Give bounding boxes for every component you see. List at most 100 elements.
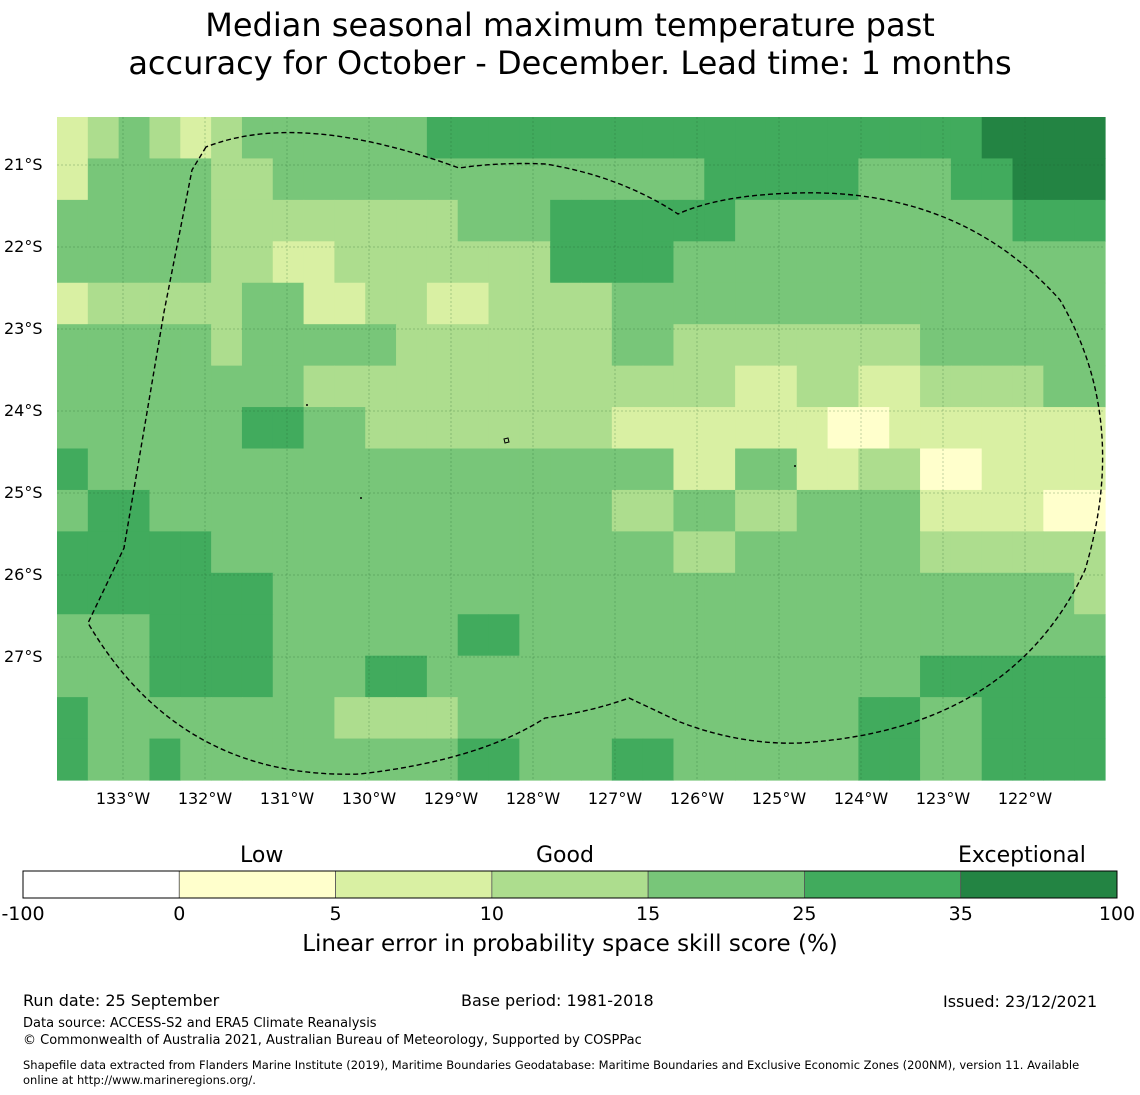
grid-cell — [550, 531, 582, 574]
grid-cell — [1074, 365, 1106, 408]
grid-cell — [858, 117, 890, 160]
grid-cell — [426, 324, 459, 367]
skill-grid — [57, 117, 1106, 781]
grid-cell — [1074, 697, 1106, 740]
grid-cell — [149, 531, 181, 574]
grid-cell — [1043, 282, 1075, 325]
grid-cell — [981, 448, 1014, 491]
grid-cell — [303, 324, 336, 367]
grid-cell — [673, 697, 705, 740]
grid-cell — [858, 738, 890, 781]
grid-cell — [87, 614, 120, 657]
grid-cell — [118, 531, 151, 574]
grid-cell — [981, 158, 1014, 201]
grid-cell — [1074, 614, 1106, 657]
grid-cell — [1074, 282, 1106, 325]
grid-cell — [396, 324, 428, 367]
grid-cell — [57, 572, 89, 615]
grid-cell — [1043, 241, 1075, 284]
grid-cell — [149, 448, 181, 491]
grid-cell — [735, 697, 767, 740]
grid-cell — [272, 655, 305, 698]
grid-cell — [642, 489, 675, 532]
grid-cell — [704, 241, 736, 284]
grid-cell — [488, 365, 520, 408]
grid-cell — [889, 199, 921, 242]
grid-cell — [272, 282, 305, 325]
colorbar-segment — [178, 870, 336, 899]
grid-cell — [272, 365, 305, 408]
grid-cell — [457, 241, 490, 284]
colorbar — [22, 870, 1118, 899]
grid-cell — [858, 324, 890, 367]
grid-cell — [642, 655, 675, 698]
grid-cell — [272, 117, 305, 160]
grid-cell — [303, 199, 336, 242]
grid-cell — [488, 324, 520, 367]
grid-cell — [426, 655, 459, 698]
grid-cell — [611, 572, 644, 615]
grid-cell — [488, 448, 520, 491]
grid-cell — [673, 158, 705, 201]
grid-cell — [1043, 158, 1075, 201]
grid-cell — [673, 572, 705, 615]
grid-cell — [211, 738, 243, 781]
grid-cell — [149, 158, 181, 201]
grid-cell — [149, 697, 181, 740]
grid-cell — [211, 448, 243, 491]
grid-cell — [950, 241, 983, 284]
grid-cell — [180, 448, 212, 491]
grid-cell — [673, 448, 705, 491]
grid-cell — [87, 531, 120, 574]
grid-cell — [426, 489, 459, 532]
grid-cell — [149, 489, 181, 532]
grid-cell — [426, 241, 459, 284]
grid-cell — [1012, 117, 1044, 160]
grid-cell — [365, 489, 397, 532]
lat-label: 26°S — [4, 565, 43, 584]
grid-cell — [1012, 158, 1044, 201]
grid-cell — [858, 697, 890, 740]
grid-cell — [1012, 199, 1044, 242]
grid-cell — [550, 614, 582, 657]
grid-cell — [827, 614, 860, 657]
grid-cell — [611, 489, 644, 532]
grid-cell — [981, 241, 1014, 284]
grid-cell — [87, 241, 120, 284]
grid-cell — [735, 324, 767, 367]
grid-cell — [1012, 489, 1044, 532]
grid-cell — [457, 117, 490, 160]
grid-cell — [981, 614, 1014, 657]
grid-cell — [581, 324, 613, 367]
grid-cell — [550, 697, 582, 740]
grid-cell — [1043, 324, 1075, 367]
grid-cell — [334, 365, 366, 408]
shapefile-credit-1: Shapefile data extracted from Flanders M… — [23, 1058, 1080, 1072]
grid-cell — [118, 199, 151, 242]
grid-cell — [735, 365, 767, 408]
grid-cell — [426, 448, 459, 491]
grid-cell — [334, 448, 366, 491]
grid-cell — [704, 117, 736, 160]
grid-cell — [827, 117, 860, 160]
grid-cell — [581, 199, 613, 242]
grid-cell — [673, 365, 705, 408]
grid-cell — [488, 572, 520, 615]
grid-cell — [211, 655, 243, 698]
grid-cell — [765, 697, 798, 740]
grid-cell — [180, 199, 212, 242]
grid-cell — [1074, 241, 1106, 284]
grid-cell — [149, 614, 181, 657]
colorbar-tick-label: 0 — [173, 903, 186, 925]
grid-cell — [642, 572, 675, 615]
grid-cell — [457, 365, 490, 408]
title-line-2: accuracy for October - December. Lead ti… — [128, 44, 1012, 82]
grid-cell — [519, 199, 551, 242]
grid-cell — [889, 531, 921, 574]
grid-cell — [180, 572, 212, 615]
grid-cell — [581, 489, 613, 532]
grid-cell — [426, 572, 459, 615]
grid-cell — [704, 199, 736, 242]
grid-cell — [1012, 738, 1044, 781]
colorbar-tick-label: 5 — [329, 903, 342, 925]
